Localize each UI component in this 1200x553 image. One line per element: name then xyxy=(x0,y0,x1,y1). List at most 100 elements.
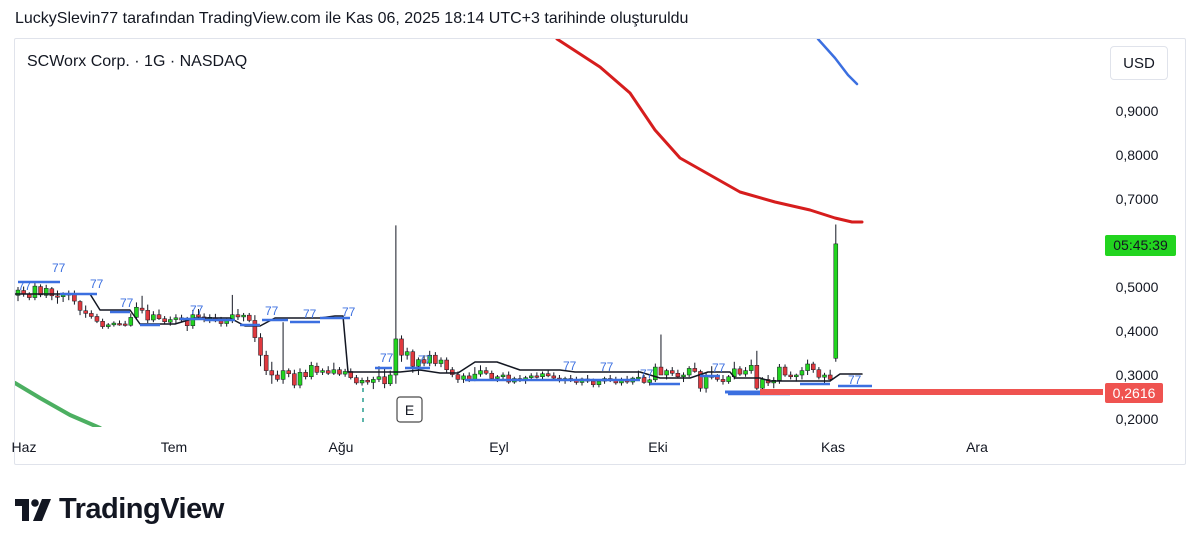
candle-down xyxy=(365,380,370,383)
candle-up xyxy=(461,375,466,380)
candle xyxy=(275,370,280,382)
y-tick-label: 0,2000 xyxy=(1116,411,1159,427)
currency-button[interactable]: USD xyxy=(1110,46,1168,80)
moving-average-red xyxy=(555,39,864,224)
candle-down xyxy=(816,369,822,378)
candle-up xyxy=(822,374,827,378)
y-tick-label: 0,5000 xyxy=(1116,279,1159,295)
tradingview-logo[interactable]: TradingView xyxy=(15,493,224,526)
candle-up xyxy=(280,370,286,380)
candle-up xyxy=(128,317,134,326)
candle-up xyxy=(647,379,652,383)
candle xyxy=(117,320,122,326)
candle-up xyxy=(636,376,641,379)
candle xyxy=(658,334,664,376)
candle-down xyxy=(444,359,449,370)
candle xyxy=(122,320,128,327)
candle-down xyxy=(692,368,698,372)
candle-down xyxy=(49,288,55,297)
candle-down xyxy=(489,372,495,379)
x-tick-label: Kas xyxy=(821,439,845,455)
candle xyxy=(427,350,432,367)
candle xyxy=(280,322,286,384)
candle xyxy=(77,300,83,316)
indicator-label: 77 xyxy=(190,303,204,317)
candle-up xyxy=(43,288,49,296)
candle xyxy=(647,378,652,386)
chart-frame xyxy=(14,38,1186,465)
candle-up xyxy=(794,374,799,378)
candle xyxy=(686,366,692,378)
candle xyxy=(534,372,540,379)
x-tick-label: Eyl xyxy=(489,439,508,455)
candle xyxy=(297,368,303,389)
candle-down xyxy=(545,373,551,377)
candle-down xyxy=(450,369,455,375)
candle-up xyxy=(404,351,410,356)
candle-down xyxy=(827,374,833,380)
candle-down xyxy=(506,374,511,383)
candle xyxy=(444,357,449,373)
event-marker-label: E xyxy=(405,402,414,418)
candle-up xyxy=(168,319,173,323)
candle xyxy=(72,290,77,305)
indicator-label: 77 xyxy=(120,296,134,310)
earnings-event-marker[interactable]: E xyxy=(396,396,423,423)
candle-up xyxy=(664,370,669,376)
candle xyxy=(89,310,94,319)
candle xyxy=(681,372,686,383)
candle-down xyxy=(122,323,128,326)
candle xyxy=(286,368,291,378)
chart-caption: LuckySlevin77 tarafından TradingView.com… xyxy=(15,10,689,27)
candle-up xyxy=(777,366,782,381)
candle xyxy=(314,362,320,375)
candle-down xyxy=(399,338,404,356)
indicator-label: 77 xyxy=(640,367,654,381)
candle-up xyxy=(297,372,303,386)
candle-up xyxy=(681,374,686,378)
candle xyxy=(359,377,365,386)
candle-down xyxy=(94,316,100,322)
indicator-label: 77 xyxy=(342,305,356,319)
candle xyxy=(833,224,839,362)
candle-down xyxy=(658,366,664,376)
candle-up xyxy=(376,376,382,380)
candle-up xyxy=(438,359,444,364)
candle-down xyxy=(145,310,150,321)
current-price-label: 0,2616 xyxy=(1113,385,1156,401)
candle-down xyxy=(292,373,297,386)
candle-up xyxy=(833,243,839,359)
candle-down xyxy=(100,321,105,327)
candle-up xyxy=(760,379,765,389)
candle xyxy=(720,375,726,385)
candle xyxy=(416,357,421,375)
candle xyxy=(241,312,246,322)
candle xyxy=(478,365,483,377)
candle xyxy=(235,309,241,320)
candle xyxy=(83,305,88,318)
candle xyxy=(816,367,822,380)
y-tick-label: 0,7000 xyxy=(1116,191,1159,207)
candle xyxy=(156,309,162,320)
candle xyxy=(675,369,681,378)
candle-down xyxy=(258,337,263,356)
candle xyxy=(551,372,557,380)
candle-down xyxy=(754,365,760,389)
candle xyxy=(337,367,342,376)
candle xyxy=(788,371,793,380)
candle xyxy=(309,361,314,380)
x-tick-label: Tem xyxy=(161,439,187,455)
candle xyxy=(134,302,139,320)
candle xyxy=(151,311,156,323)
candle-up xyxy=(743,370,748,375)
current-price-label-bg xyxy=(1105,383,1163,403)
candle xyxy=(196,309,201,319)
candle xyxy=(331,362,337,375)
candle-down xyxy=(421,359,427,364)
candle-up xyxy=(387,374,393,385)
candle-down xyxy=(382,376,387,385)
x-tick-label: Ağu xyxy=(329,439,354,455)
candle-up xyxy=(371,379,376,383)
candle xyxy=(162,316,167,324)
